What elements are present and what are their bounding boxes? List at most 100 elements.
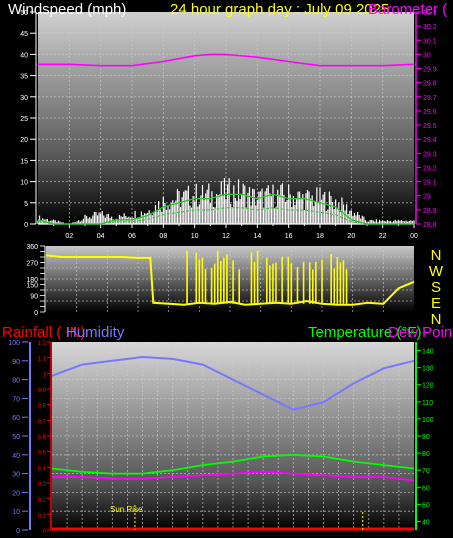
temperature-label: Temperature (°F) [308,324,422,341]
humidity-tick-label: 10 [12,509,20,516]
y2-tick-label: 29.5 [423,123,437,130]
y2-tick-label: 29.9 [423,67,437,74]
wind-avg-line [37,207,414,225]
temp-tick-label: 90 [422,434,430,441]
temp-tick-label: 110 [422,400,433,407]
rain-tick-label: 0 [43,529,47,535]
humidity-tick-label: 90 [12,359,20,366]
compass-letter: W [429,263,444,280]
x-tick-label: 14 [253,233,261,240]
humidity-tick-label: 40 [12,453,20,460]
y-tick-label: 150 [26,283,38,290]
rain-tick-label: 1 [43,372,47,378]
x-tick-label: 08 [159,233,167,240]
humidity-tick-label: 0 [16,528,20,535]
y2-tick-label: 29.4 [423,137,437,144]
y2-tick-label: 30.1 [423,38,437,45]
barometer-label: Barometer ( [368,1,447,18]
humidity-tick-label: 70 [12,396,20,403]
wind-series [37,53,415,225]
x-tick-label: 10 [191,233,199,240]
direction-series [45,250,415,306]
x-tick-label: 02 [65,233,73,240]
y2-tick-label: 29.6 [423,109,437,116]
temp-tick-label: 100 [422,417,434,424]
humidity-line [51,355,415,411]
y2-tick-label: 30 [423,52,431,59]
humidity-label: Humidity [66,324,125,341]
y2-tick-label: 29.7 [423,95,437,102]
x-tick-label: 00 [410,233,418,240]
compass-letter: E [431,295,441,312]
y-tick-label: 35 [20,74,28,81]
compass-letter: S [431,279,441,296]
sunrise-label: Sun Rise [110,505,143,514]
x-tick-label: 04 [97,233,105,240]
rain-tick-label: 0.5 [38,451,47,457]
y-tick-label: 0 [34,310,38,317]
compass-letter: N [431,311,442,328]
humidity-tick-label: 100 [8,340,20,347]
humidity-tick-label: 30 [12,472,20,479]
temp-tick-label: 130 [422,366,434,373]
temp-tick-label: 80 [422,451,430,458]
humidity-y-axis: 0 10 20 30 40 50 60 70 80 90 100 [8,340,31,535]
y2-tick-label: 29.8 [423,81,437,88]
y-tick-label: 15 [20,158,28,165]
y-tick-label: 270 [26,261,38,268]
y2-tick-label: 29.1 [423,180,437,187]
y-tick-label: 90 [30,294,38,301]
y-tick-label: 20 [20,137,28,144]
wind-grid [38,12,414,224]
temp-tick-label: 70 [422,468,430,475]
y-tick-label: 180 [26,277,38,284]
rain-tick-label: 0.1 [38,513,47,519]
y2-tick-label: 30.2 [423,24,437,31]
rain-tick-label: 0.3 [38,482,47,488]
barometer-line [38,53,415,67]
rain-tick-label: 0.9 [38,388,47,394]
humidity-tick-label: 80 [12,378,20,385]
y-tick-label: 10 [20,180,28,187]
y-tick-label: 40 [20,52,28,59]
rain-tick-label: 0.7 [38,419,47,425]
graph-title: 24 hour graph day : July 09 2025 [170,1,389,18]
rain-tick-label: 1.1 [38,357,47,363]
humidity-tick-label: 50 [12,434,20,441]
rain-tick-label: 0.6 [38,435,47,441]
temp-grid [52,342,414,530]
y-tick-label: 5 [24,201,28,208]
windspeed-label: Windspeed (mph) [8,1,126,18]
y2-tick-label: 28.9 [423,208,437,215]
y2-tick-label: 29.2 [423,165,437,172]
direction-line [45,254,415,306]
x-tick-label: 06 [128,233,136,240]
humidity-tick-label: 60 [12,415,20,422]
y-tick-label: 0 [24,222,28,229]
dewpoint-line [52,470,415,482]
wind-y-axis: 0 5 10 15 20 25 30 35 40 45 50 [20,10,37,229]
rain-tick-label: 0.8 [38,404,47,410]
x-tick-label: 20 [347,233,355,240]
rain-tick-label: 0.4 [38,466,47,472]
humidity-tick-label: 20 [12,490,20,497]
temp-tick-label: 120 [422,383,434,390]
temp-tick-label: 140 [422,349,434,356]
rain-tick-label: 1.2 [38,341,47,347]
x-tick-label: 22 [379,233,387,240]
dewpoint-label: Dew Point [388,324,453,341]
y-tick-label: 25 [20,116,28,123]
x-tick-label: 16 [285,233,293,240]
y-tick-label: 45 [20,31,28,38]
temperature-line [51,453,415,475]
x-tick-label: 18 [316,233,324,240]
rainfall-label: Rainfall ( IN) [2,324,85,341]
y-tick-label: 50 [20,10,28,17]
y2-tick-label: 29 [423,194,431,201]
compass-letter: N [431,247,442,264]
